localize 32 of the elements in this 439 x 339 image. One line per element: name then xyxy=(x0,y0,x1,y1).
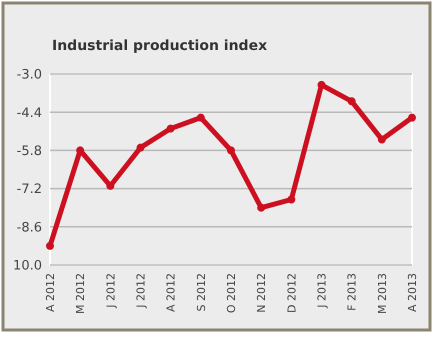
point xyxy=(348,97,356,106)
point xyxy=(227,146,235,154)
y-tick-label: -3.0 xyxy=(16,68,42,83)
x-tick-label: D 2012 xyxy=(285,273,298,313)
x-tick-label: J 2012 xyxy=(134,273,148,309)
x-tick-label: A 2012 xyxy=(164,273,178,312)
point xyxy=(46,242,54,250)
x-tick-label: F 2013 xyxy=(346,273,359,311)
x-tick-label: A 2013 xyxy=(406,273,419,312)
chart-title: Industrial production index xyxy=(52,38,268,54)
x-tick-label: N 2012 xyxy=(255,273,268,313)
y-tick-label: -7.2 xyxy=(16,182,42,198)
x-tick-label: M 2012 xyxy=(74,273,88,314)
x-tick-label: M 2013 xyxy=(376,273,389,314)
point xyxy=(287,196,296,204)
y-tick-label: -4.4 xyxy=(16,106,42,121)
point xyxy=(106,182,114,190)
x-tick-label: S 2012 xyxy=(194,273,208,312)
point xyxy=(378,135,386,144)
point xyxy=(408,114,416,122)
point xyxy=(196,114,205,122)
point xyxy=(166,124,175,133)
x-tick-label: A 2012 xyxy=(44,273,57,312)
point xyxy=(257,204,266,212)
y-tick-label: 10.0 xyxy=(13,258,42,274)
point xyxy=(318,80,326,89)
x-tick-label: O 2012 xyxy=(225,273,238,314)
y-tick-label: -8.6 xyxy=(16,220,42,236)
x-tick-label: J 2013 xyxy=(316,273,328,309)
point xyxy=(136,144,144,152)
x-tick-label: J 2012 xyxy=(104,273,118,309)
y-tick-label: -5.8 xyxy=(16,144,42,159)
